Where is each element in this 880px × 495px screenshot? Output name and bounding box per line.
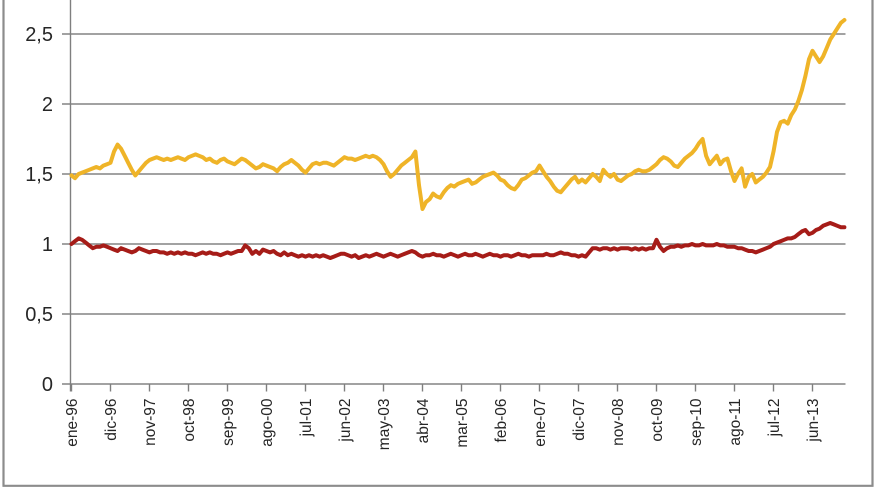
x-tick-label: jun-13 bbox=[805, 399, 822, 443]
x-tick-label: dic-07 bbox=[571, 399, 588, 441]
chart-frame-group bbox=[2, 0, 874, 487]
x-tick-label: sep-10 bbox=[688, 398, 705, 446]
x-tick-label: ago-00 bbox=[259, 398, 276, 447]
x-tick-label: ene-96 bbox=[64, 399, 81, 447]
y-tick-label: 2 bbox=[42, 94, 53, 116]
x-tick-label: sep-99 bbox=[220, 399, 237, 446]
x-tick-label: jul-01 bbox=[298, 399, 315, 438]
x-tick-label: ago-11 bbox=[727, 399, 744, 446]
y-tick-label: 0 bbox=[42, 374, 53, 396]
dark-red-series-line bbox=[69, 221, 847, 260]
series-group bbox=[69, 18, 847, 260]
x-tick-label: jun-02 bbox=[337, 399, 354, 443]
x-axis-labels-group: ene-96 dic-96 nov-97 oct-98 sep-99 ago-00 jul-… bbox=[64, 398, 822, 450]
y-tick-label: 0,5 bbox=[25, 304, 53, 326]
gold-series-line bbox=[69, 18, 847, 211]
x-tick-label: oct-98 bbox=[181, 399, 198, 442]
x-tick-label: may-03 bbox=[376, 399, 393, 451]
x-tick-label: feb-06 bbox=[493, 399, 510, 443]
x-tick-label: ene-07 bbox=[532, 399, 549, 447]
y-tick-label: 2,5 bbox=[25, 24, 53, 46]
y-tick-label: 1 bbox=[42, 234, 53, 256]
axes-group bbox=[69, 0, 814, 392]
x-tick-label: jul-12 bbox=[766, 399, 783, 438]
x-tick-label: dic-96 bbox=[103, 399, 120, 441]
gridlines-group bbox=[62, 33, 846, 385]
x-tick-label: oct-09 bbox=[649, 399, 666, 442]
x-tick-label: mar-05 bbox=[454, 399, 471, 448]
x-tick-label: nov-97 bbox=[142, 399, 159, 446]
x-tick-label: abr-04 bbox=[415, 398, 432, 443]
y-axis-labels-group: 0 0,5 1 1,5 2 2,5 bbox=[25, 24, 53, 396]
y-tick-label: 1,5 bbox=[25, 164, 53, 186]
x-tick-label: nov-08 bbox=[610, 399, 627, 446]
